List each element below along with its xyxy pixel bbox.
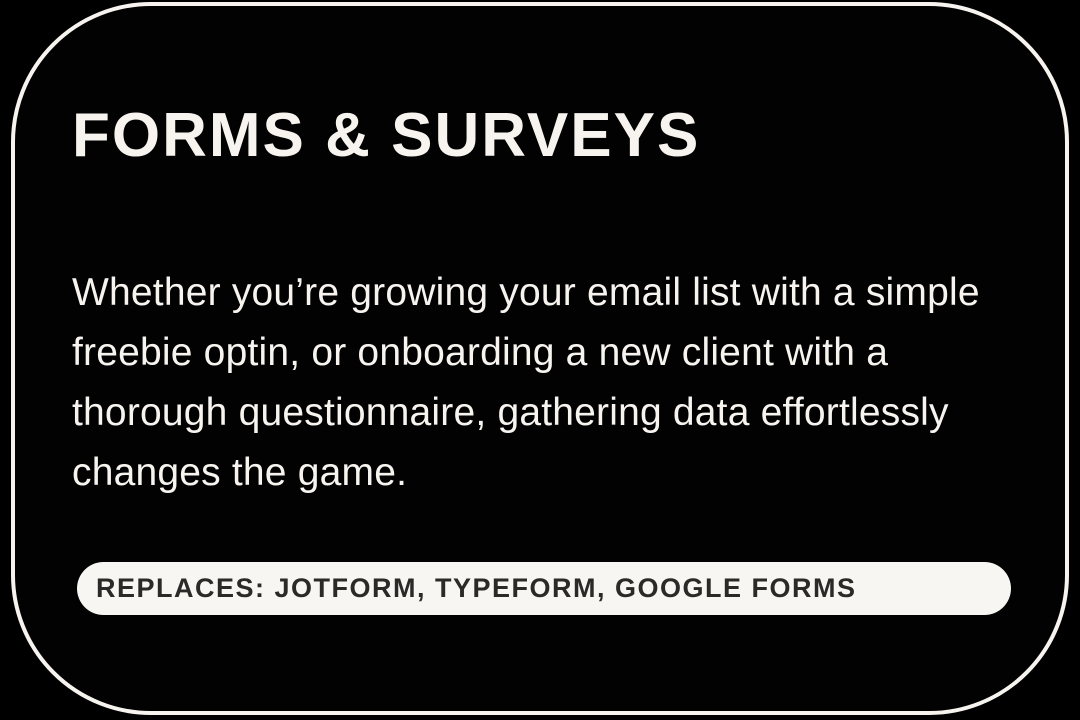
replaces-badge: REPLACES: JOTFORM, TYPEFORM, GOOGLE FORM… [77, 562, 1011, 615]
feature-card: FORMS & SURVEYS Whether you’re growing y… [11, 2, 1069, 715]
card-title: FORMS & SURVEYS [72, 101, 701, 170]
card-description: Whether you’re growing your email list w… [72, 271, 980, 494]
